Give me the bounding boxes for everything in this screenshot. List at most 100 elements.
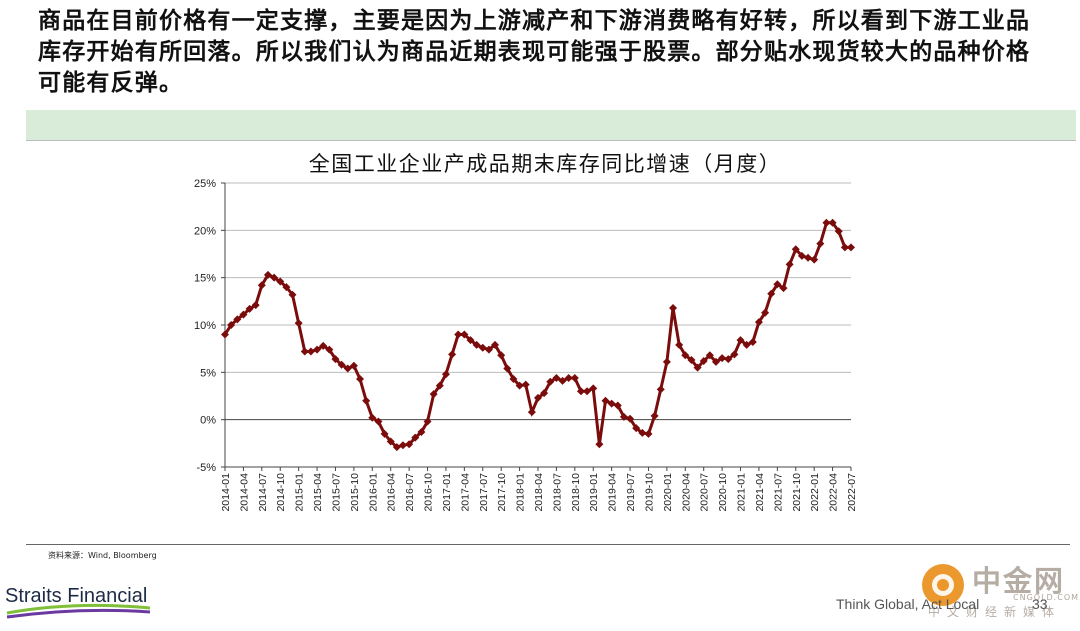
- data-point: [589, 384, 598, 393]
- data-point: [429, 390, 438, 399]
- data-point: [276, 277, 285, 286]
- data-point: [313, 345, 322, 354]
- data-point: [239, 310, 248, 319]
- data-point: [644, 429, 653, 438]
- x-tick-label: 2021-10: [791, 473, 803, 512]
- data-point: [656, 385, 665, 394]
- x-tick-label: 2020-04: [680, 473, 692, 512]
- data-point: [810, 255, 819, 264]
- bottom-divider: [26, 544, 1070, 545]
- y-tick-label: -5%: [196, 462, 216, 474]
- x-tick-label: 2016-07: [404, 473, 416, 512]
- x-tick-label: 2020-10: [717, 473, 729, 512]
- data-point: [417, 427, 426, 436]
- x-tick-label: 2017-04: [459, 473, 471, 512]
- source-note: 资料来源：Wind, Bloomberg: [48, 551, 157, 560]
- data-point: [804, 253, 813, 262]
- data-point: [662, 357, 671, 366]
- data-point: [484, 345, 493, 354]
- x-tick-label: 2015-10: [349, 473, 361, 512]
- data-point: [392, 443, 401, 452]
- data-point: [497, 351, 506, 360]
- data-point: [564, 374, 573, 383]
- x-tick-label: 2014-07: [257, 473, 269, 512]
- data-point: [718, 354, 727, 363]
- data-point: [319, 341, 328, 350]
- data-point: [773, 280, 782, 289]
- data-point: [466, 336, 475, 345]
- data-point: [435, 381, 444, 390]
- y-tick-label: 5%: [200, 367, 216, 379]
- data-point: [546, 377, 555, 386]
- data-point: [245, 304, 254, 313]
- x-tick-label: 2019-07: [625, 473, 637, 512]
- data-point: [730, 350, 739, 359]
- data-point: [767, 289, 776, 298]
- data-point: [405, 440, 414, 449]
- data-point: [791, 245, 800, 254]
- x-tick-label: 2018-07: [551, 473, 563, 512]
- data-point: [724, 355, 733, 364]
- data-point: [834, 227, 843, 236]
- data-point: [221, 330, 229, 339]
- data-point: [423, 417, 432, 426]
- data-point: [619, 412, 628, 421]
- y-tick-label: 25%: [194, 178, 216, 190]
- x-tick-label: 2018-01: [515, 473, 527, 512]
- data-point: [797, 251, 806, 260]
- data-point: [527, 408, 536, 417]
- data-point: [613, 401, 622, 410]
- data-point: [687, 356, 696, 365]
- data-point: [705, 351, 714, 360]
- data-point: [534, 393, 542, 402]
- data-point: [233, 315, 242, 324]
- data-point: [576, 387, 585, 396]
- x-tick-label: 2014-10: [275, 473, 287, 512]
- data-point: [460, 330, 469, 339]
- x-tick-label: 2016-04: [386, 473, 398, 512]
- x-tick-label: 2019-10: [643, 473, 655, 512]
- logo-swoosh-icon: [6, 603, 151, 619]
- x-tick-label: 2014-04: [238, 473, 250, 512]
- data-point: [509, 374, 518, 383]
- x-tick-label: 2020-01: [662, 473, 674, 512]
- data-point: [540, 389, 549, 398]
- green-band: [26, 110, 1076, 140]
- data-point: [736, 336, 745, 345]
- data-point: [601, 396, 610, 405]
- y-tick-label: 10%: [194, 320, 216, 332]
- data-point: [472, 340, 481, 349]
- data-point: [748, 338, 757, 347]
- data-point: [356, 374, 365, 383]
- data-point: [828, 218, 837, 227]
- data-point: [681, 351, 690, 360]
- data-point: [754, 318, 763, 327]
- chart-title: 全国工业企业产成品期末库存同比增速（月度）: [308, 152, 782, 176]
- data-point: [448, 350, 457, 359]
- data-point: [822, 218, 831, 227]
- watermark-name: 中金网: [972, 564, 1066, 598]
- data-point: [300, 347, 309, 356]
- data-point: [840, 243, 849, 252]
- data-point: [515, 381, 524, 390]
- data-point: [343, 364, 352, 373]
- data-point: [626, 414, 635, 423]
- x-tick-label: 2020-07: [699, 473, 711, 512]
- data-point: [785, 260, 794, 269]
- data-point: [491, 340, 500, 349]
- x-tick-label: 2022-01: [809, 473, 821, 512]
- data-point: [362, 396, 371, 405]
- data-point: [478, 343, 487, 352]
- top-divider: [26, 140, 1076, 141]
- data-point: [441, 370, 450, 379]
- data-point: [558, 376, 567, 385]
- y-tick-label: 20%: [194, 225, 216, 237]
- x-tick-label: 2014-01: [220, 473, 232, 512]
- footer-tagline: Think Global, Act Local: [836, 596, 980, 612]
- x-tick-label: 2017-07: [478, 473, 490, 512]
- data-point: [742, 340, 751, 349]
- data-point: [699, 356, 708, 365]
- headline-text: 商品在目前价格有一定支撑，主要是因为上游减产和下游消费略有好转，所以看到下游工业…: [38, 8, 1031, 96]
- data-point: [675, 340, 684, 349]
